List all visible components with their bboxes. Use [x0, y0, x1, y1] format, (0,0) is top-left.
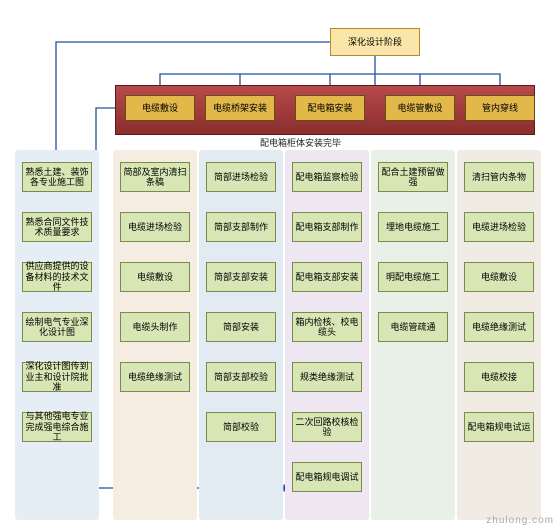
cell-4-3: 电缆管疏通: [378, 312, 448, 342]
cell-3-1: 配电箱支部制作: [292, 212, 362, 242]
header-h5: 管内穿线: [465, 95, 535, 121]
cell-4-0: 配合土建预留做强: [378, 162, 448, 192]
cell-1-4: 电缆绝缘测试: [120, 362, 190, 392]
cell-1-0: 简部及室内清扫条稿: [120, 162, 190, 192]
top-node: 深化设计阶段: [330, 28, 420, 56]
cell-3-5: 二次回路校核检验: [292, 412, 362, 442]
cell-3-2: 配电箱支部安装: [292, 262, 362, 292]
cell-1-1: 电缆进场检验: [120, 212, 190, 242]
cell-5-5: 配电箱规电试运: [464, 412, 534, 442]
cell-0-0: 熟悉土建、装饰各专业施工图: [22, 162, 92, 192]
cell-0-2: 供应商提供的设备材料的技术文件: [22, 262, 92, 292]
cell-2-0: 简部进场检验: [206, 162, 276, 192]
cell-3-4: 规类绝缘测试: [292, 362, 362, 392]
cell-4-2: 明配电缆施工: [378, 262, 448, 292]
cell-5-1: 电缆进场检验: [464, 212, 534, 242]
cell-3-3: 箱内检核、校电缆头: [292, 312, 362, 342]
cell-5-0: 清扫管内条物: [464, 162, 534, 192]
cell-5-3: 电缆绝缘测试: [464, 312, 534, 342]
cell-1-2: 电缆敷设: [120, 262, 190, 292]
cell-2-2: 简部支部安装: [206, 262, 276, 292]
cell-2-1: 简部支部制作: [206, 212, 276, 242]
cell-0-1: 熟悉合同文件技术质量要求: [22, 212, 92, 242]
watermark: zhulong.com: [486, 515, 554, 526]
cell-5-2: 电缆敷设: [464, 262, 534, 292]
cell-5-4: 电缆校接: [464, 362, 534, 392]
cell-2-3: 简部安装: [206, 312, 276, 342]
cell-0-4: 深化设计图传到业主和设计院批准: [22, 362, 92, 392]
cell-3-0: 配电箱监察检验: [292, 162, 362, 192]
header-h4: 电缆管敷设: [385, 95, 455, 121]
cell-2-5: 简部校验: [206, 412, 276, 442]
cell-3-6: 配电箱规电调试: [292, 462, 362, 492]
header-h1: 电缆敷设: [125, 95, 195, 121]
cell-4-1: 埋地电缆施工: [378, 212, 448, 242]
cell-0-3: 绘制电气专业深化设计图: [22, 312, 92, 342]
header-h3: 配电箱安装: [295, 95, 365, 121]
cell-0-5: 与其他强电专业完成强电综合施工: [22, 412, 92, 442]
header-h2: 电缆桥架安装: [205, 95, 275, 121]
band-caption: 配电箱柜体安装完毕: [260, 136, 341, 149]
cell-2-4: 简部支部校验: [206, 362, 276, 392]
cell-1-3: 电缆头制作: [120, 312, 190, 342]
